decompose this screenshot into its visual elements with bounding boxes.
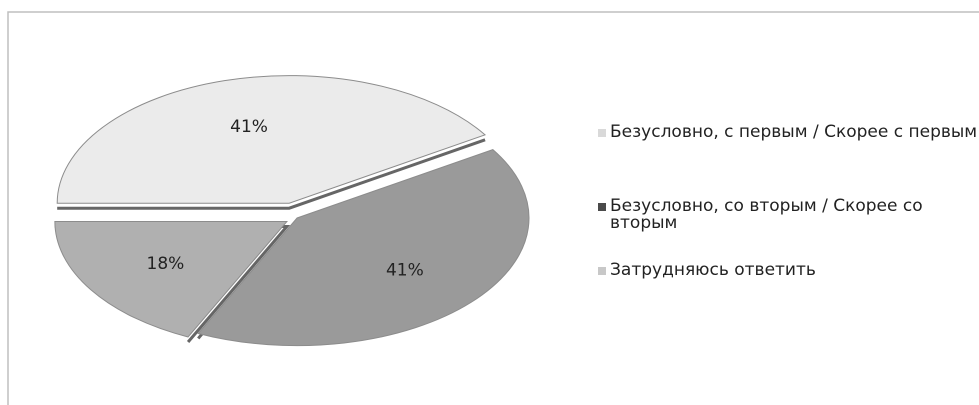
- legend-swatch: [598, 267, 606, 275]
- data-label: 18%: [147, 254, 185, 274]
- legend-item: Безусловно, с первым / Скорее с первым: [598, 124, 979, 141]
- data-label: 41%: [386, 260, 424, 280]
- legend-swatch: [598, 129, 606, 137]
- slice-edge: [57, 138, 486, 210]
- data-label: 41%: [230, 117, 268, 137]
- legend-label: Безусловно, со вторым / Скорее со вторым: [610, 196, 923, 233]
- slice: [197, 149, 530, 347]
- legend-item: Безусловно, со вторым / Скорее со вторым: [598, 198, 979, 232]
- legend-item: Затрудняюсь ответить: [598, 262, 979, 279]
- slice: [56, 75, 487, 204]
- legend-swatch: [598, 203, 606, 211]
- legend-label: Безусловно, с первым / Скорее с первым: [610, 122, 978, 142]
- legend-label: Затрудняюсь ответить: [610, 260, 816, 280]
- slice: [54, 221, 288, 338]
- frame: [7, 11, 979, 405]
